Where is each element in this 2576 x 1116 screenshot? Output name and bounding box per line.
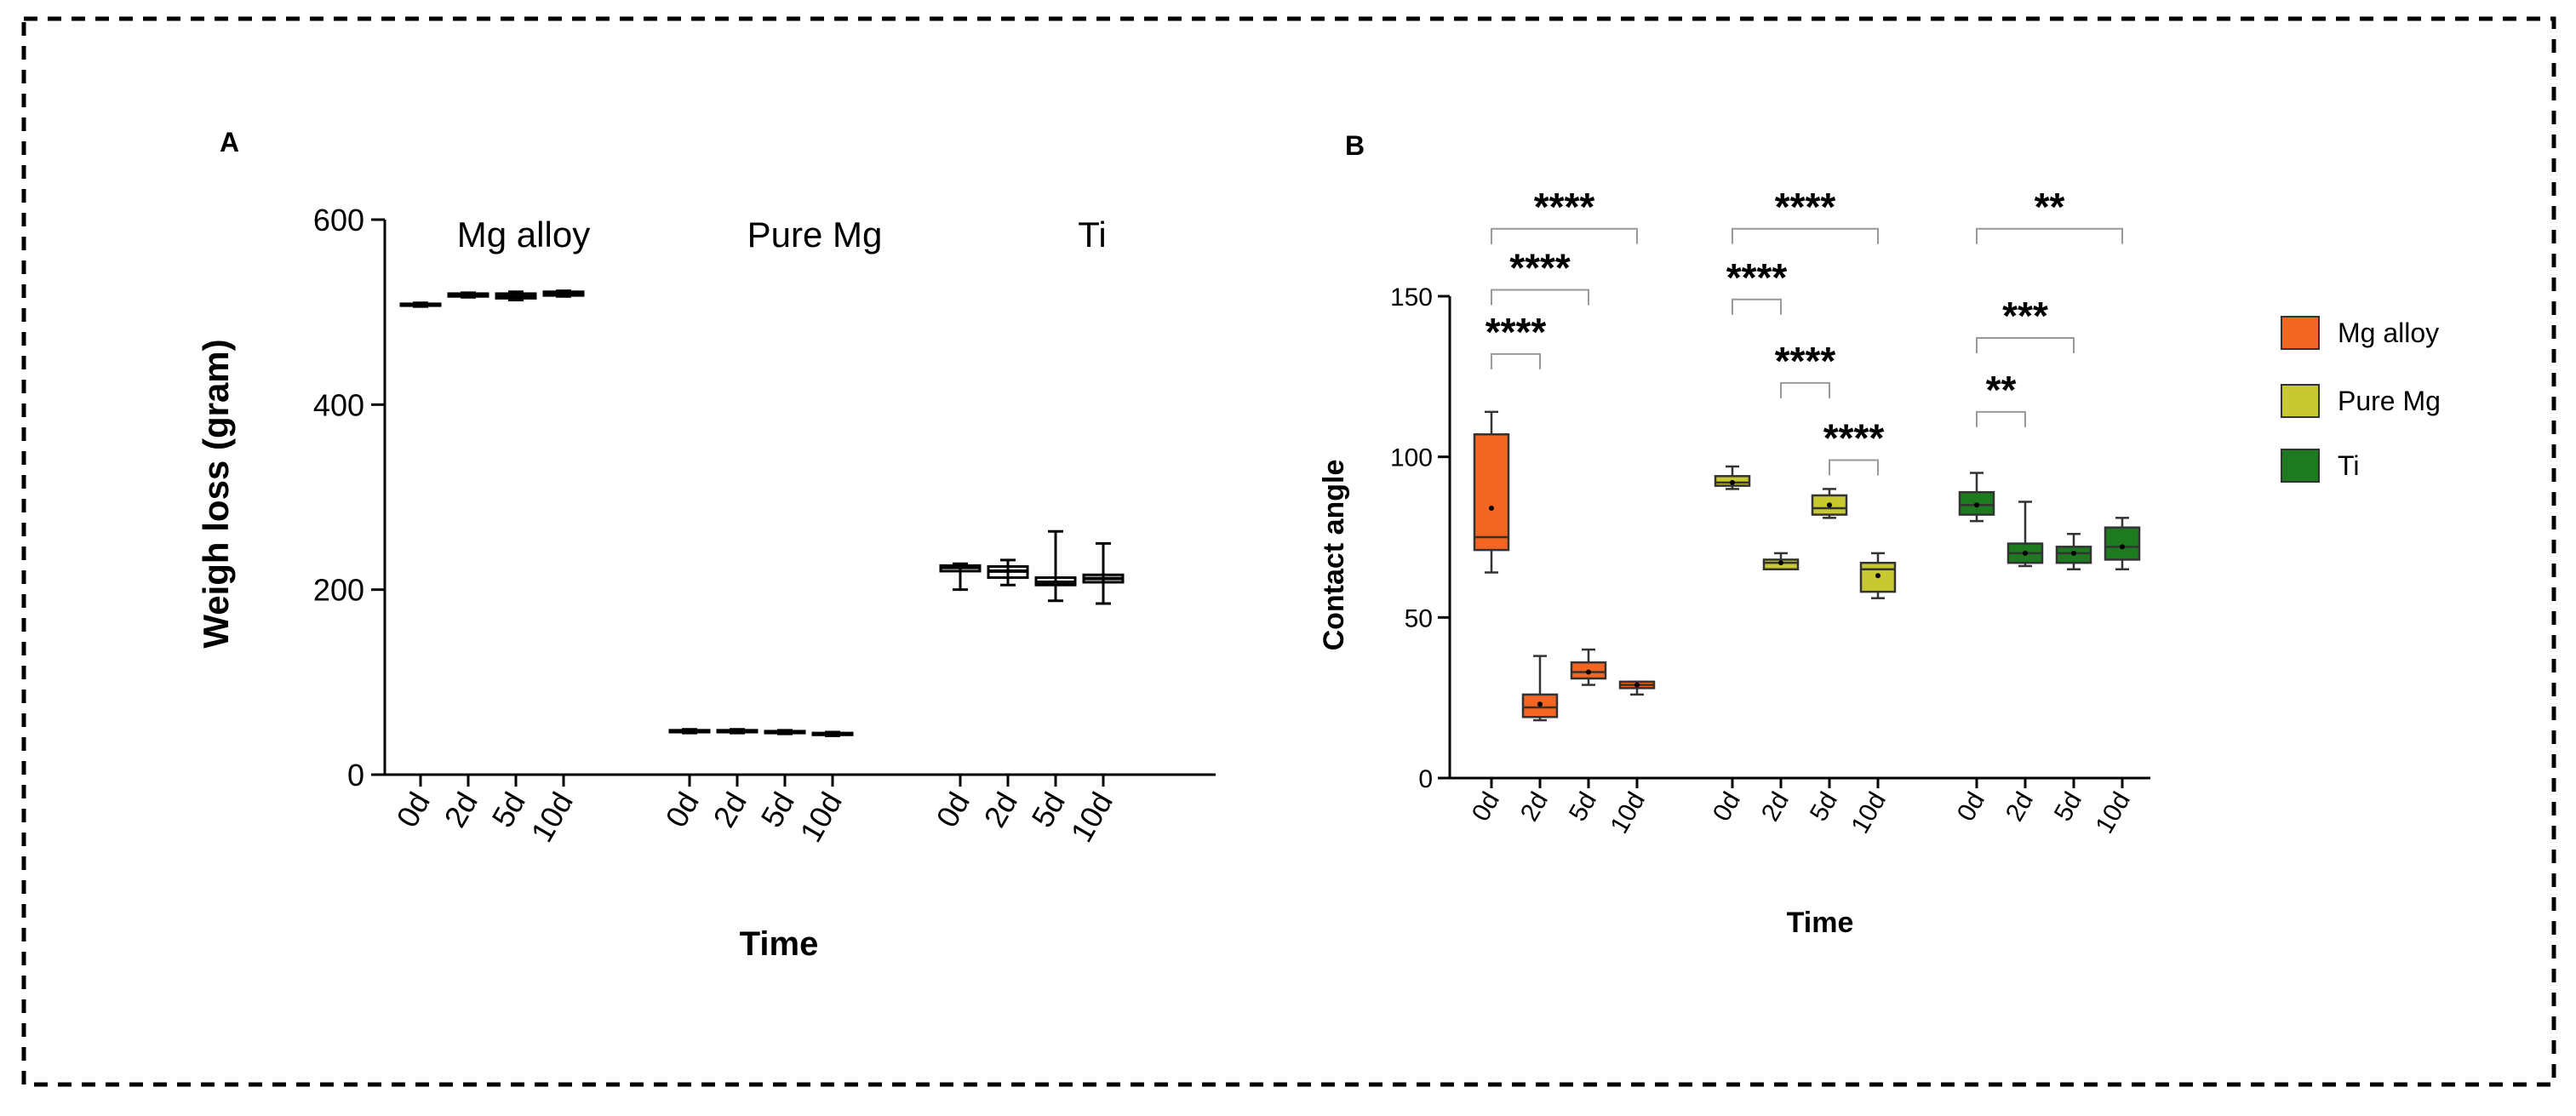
significance-bracket [1780, 381, 1830, 398]
panel-b-x-tick-label: 2d [1756, 787, 1795, 826]
panel-a-y-tick-label: 600 [313, 203, 364, 238]
panel-a-x-tick-label: 2d [706, 787, 753, 833]
significance-bracket [1976, 337, 2075, 354]
panel-a-group-label-pure-mg: Pure Mg [747, 215, 883, 255]
significance-label: **** [1509, 245, 1571, 289]
panel-b-x-tick-label: 5d [1564, 787, 1602, 826]
legend-label-pure-mg: Pure Mg [2338, 386, 2441, 416]
panel-a-x-tick-label: 5d [753, 787, 801, 833]
legend-swatch-pure-mg [2281, 384, 2320, 418]
panel-b-x-tick-label: 0d [1467, 787, 1505, 826]
panel-a-y-tick-label: 0 [347, 758, 364, 793]
panel-b-y-tick-label: 50 [1405, 604, 1433, 632]
significance-label: **** [1485, 310, 1547, 354]
panel-a-x-tick-label: 2d [976, 787, 1024, 833]
panel-a-x-tick-label: 10d [524, 787, 580, 849]
legend-swatch-ti [2281, 449, 2320, 483]
significance-label: **** [1726, 255, 1788, 300]
significance-bracket [1491, 227, 1638, 244]
significance-label: ** [1986, 368, 2017, 412]
panel-b-mean-point [1586, 669, 1591, 675]
panel-b-x-tick-label: 0d [1708, 787, 1746, 826]
panel-b-mean-point [1537, 701, 1543, 707]
panel-b-x-tick-label: 10d [1605, 787, 1651, 838]
panel-b-x-tick-label: 2d [2001, 787, 2039, 826]
panel-a-x-tick-label: 5d [1024, 787, 1072, 833]
panel-b-box-mg-alloy [1473, 433, 1510, 552]
legend-label-ti: Ti [2338, 450, 2359, 481]
panel-b-x-tick-label: 2d [1515, 787, 1554, 826]
significance-bracket [1491, 352, 1541, 369]
significance-label: **** [1775, 339, 1836, 383]
panel-b-mean-point [1778, 560, 1783, 566]
significance-bracket [1491, 289, 1589, 306]
panel-a-x-tick-label: 0d [929, 787, 976, 833]
panel-b-mean-point [1827, 502, 1832, 508]
dashed-frame [21, 16, 2556, 1087]
panel-a-x-tick-label: 10d [1063, 787, 1119, 849]
significance-bracket [1976, 227, 2123, 244]
panel-a-x-tick-label: 10d [793, 787, 849, 849]
panel-a-x-axis-label: Time [740, 925, 819, 963]
panel-b-x-tick-label: 0d [1952, 787, 1990, 826]
panel-b-y-tick-label: 150 [1390, 283, 1433, 312]
significance-bracket [1732, 298, 1782, 315]
significance-bracket [1976, 410, 2026, 427]
panel-a-x-tick-label: 0d [389, 787, 437, 833]
panel-b-mean-point [1875, 573, 1880, 579]
significance-label: ** [2035, 185, 2065, 229]
panel-b-mean-point [2023, 550, 2028, 556]
panel-a-group-label-ti: Ti [1078, 215, 1106, 255]
significance-bracket [1829, 459, 1879, 476]
legend-label-mg-alloy: Mg alloy [2338, 318, 2439, 348]
panel-b-mean-point [1634, 682, 1640, 688]
panel-a-x-tick-label: 2d [437, 787, 484, 833]
panel-b-x-tick-label: 5d [2049, 787, 2087, 826]
legend-swatch-mg-alloy [2281, 316, 2320, 350]
panel-a-y-tick-label: 400 [313, 387, 364, 422]
panel-b-x-tick-label: 5d [1805, 787, 1843, 826]
panel-b-y-tick-label: 0 [1418, 765, 1433, 793]
panel-b-x-tick-label: 10d [2090, 787, 2136, 838]
panel-b-mean-point [2071, 550, 2076, 556]
panel-b-x-tick-label: 10d [1846, 787, 1892, 838]
panel-a-label: A [220, 127, 239, 157]
significance-label: *** [2002, 294, 2048, 338]
panel-b-x-axis-label: Time [1787, 907, 1854, 939]
panel-a-y-tick-label: 200 [313, 573, 364, 608]
panel-a-group-label-mg-alloy: Mg alloy [457, 215, 590, 255]
significance-label: **** [1534, 185, 1595, 229]
panel-b-mean-point [1974, 502, 1979, 508]
panel-b-mean-point [1489, 506, 1494, 512]
panel-a-x-tick-label: 5d [484, 787, 532, 833]
significance-bracket [1732, 227, 1879, 244]
significance-label: **** [1823, 415, 1885, 460]
panel-b-mean-point [1730, 479, 1735, 485]
panel-b-mean-point [2120, 544, 2125, 550]
panel-a-x-tick-label: 0d [658, 787, 706, 833]
panel-a-y-axis-label: Weigh loss (gram) [196, 339, 236, 648]
significance-label: **** [1775, 185, 1836, 229]
panel-b-box-ti [2104, 526, 2141, 561]
panel-b-label: B [1345, 130, 1365, 161]
panel-b-y-tick-label: 100 [1390, 444, 1433, 472]
panel-b-y-axis-label: Contact angle [1318, 460, 1350, 651]
